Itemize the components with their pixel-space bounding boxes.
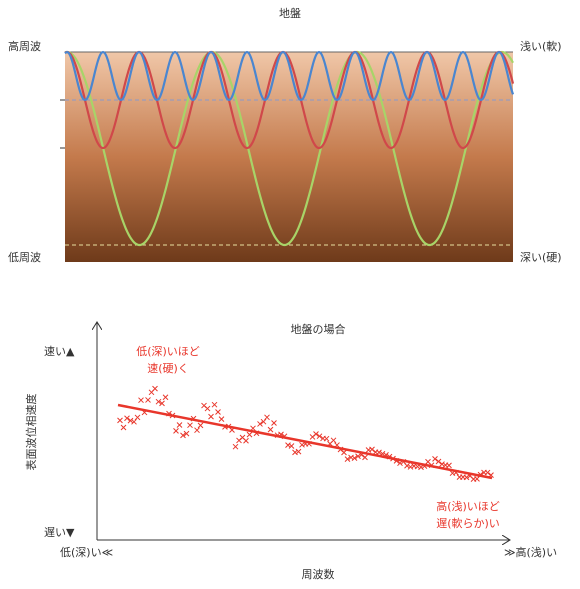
point — [177, 423, 182, 428]
point — [331, 438, 336, 443]
trend-line — [118, 405, 492, 478]
point — [363, 455, 368, 460]
point — [268, 427, 273, 432]
point — [139, 398, 144, 403]
x-left: 低(深)い≪ — [60, 546, 113, 559]
point — [440, 462, 445, 467]
point — [447, 463, 452, 468]
top-title: 地盤 — [279, 7, 301, 20]
point — [244, 438, 249, 443]
y-label: 表面波位相速度 — [24, 394, 38, 471]
note: 高(浅)いほど — [436, 499, 500, 513]
point — [188, 423, 193, 428]
point — [146, 397, 151, 402]
x-right: ≫高(浅)い — [504, 545, 557, 559]
label: 浅い(軟) — [520, 39, 562, 53]
label: 高周波 — [8, 39, 41, 53]
y-bottom: 遅い▼ — [44, 526, 75, 539]
note: 遅(軟らか)い — [436, 516, 500, 530]
note: 低(深)いほど — [136, 345, 200, 358]
x-label: 周波数 — [302, 568, 335, 581]
point — [300, 442, 305, 447]
point — [216, 410, 221, 415]
point — [485, 470, 490, 475]
ground — [65, 52, 513, 262]
point — [247, 432, 252, 437]
point — [153, 386, 158, 391]
point — [324, 436, 329, 441]
point — [272, 421, 277, 426]
point — [121, 425, 126, 430]
point — [195, 428, 200, 433]
point — [436, 459, 441, 464]
point — [174, 428, 179, 433]
point — [233, 444, 238, 449]
point — [205, 406, 210, 411]
point — [289, 444, 294, 449]
label: 低周波 — [8, 251, 41, 264]
point — [135, 415, 140, 420]
point — [293, 450, 298, 455]
diagram: 地盤 高周波 低周波 浅い(軟) 深い(硬) 地盤の場合 速い▲ 遅い▼ 表面波… — [0, 0, 580, 585]
point — [296, 449, 301, 454]
point — [118, 418, 123, 423]
point — [342, 450, 347, 455]
note: 速(硬)く — [147, 362, 189, 375]
point — [209, 414, 214, 419]
point — [286, 443, 291, 448]
point — [475, 476, 480, 481]
point — [219, 417, 224, 422]
point — [163, 395, 168, 400]
point — [433, 456, 438, 461]
label: 深い(硬) — [520, 251, 562, 264]
point — [198, 423, 203, 428]
point — [212, 402, 217, 407]
y-top: 速い▲ — [44, 345, 75, 358]
bottom-title: 地盤の場合 — [291, 322, 346, 336]
point — [265, 415, 270, 420]
